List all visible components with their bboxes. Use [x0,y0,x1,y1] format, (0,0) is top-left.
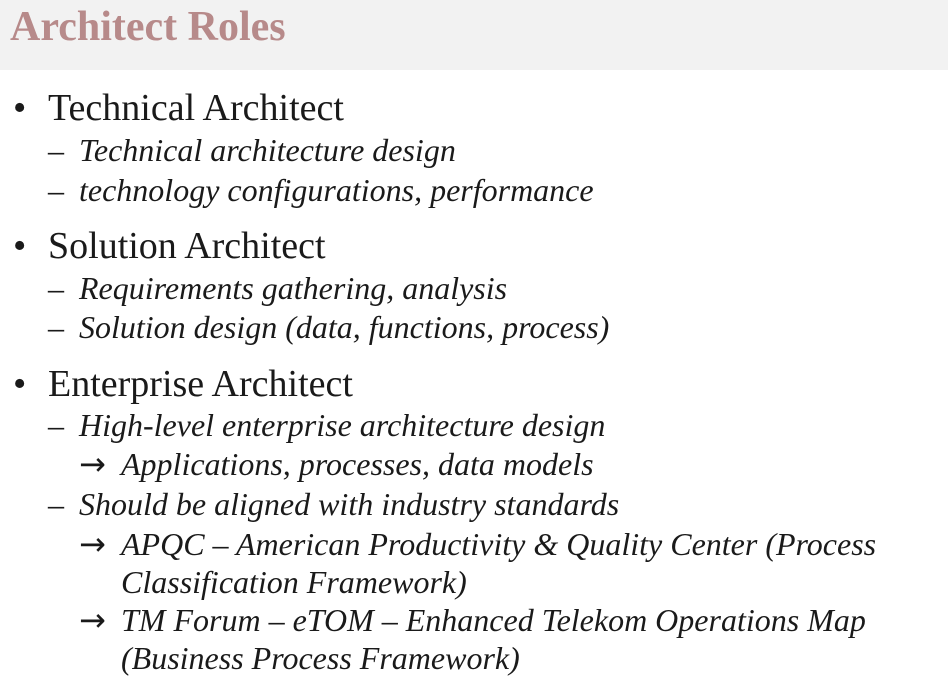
bullet-icon: • [13,362,26,406]
dash-icon: – [48,407,64,443]
dash-icon: – [48,172,64,208]
list-item: Technical architecture design [79,132,456,168]
list-item: Solution design (data, functions, proces… [79,309,609,345]
dash-icon: – [48,309,64,345]
slide-title: Architect Roles [10,3,286,51]
dash-icon: – [48,132,64,168]
list-subitem: Applications, processes, data models [121,446,594,482]
list-item: Should be aligned with industry standard… [79,486,619,522]
heading-technical-architect: Technical Architect [48,86,344,130]
bullet-icon: • [13,224,26,268]
arrow-right-icon: → [79,446,106,482]
list-item: Requirements gathering, analysis [79,270,507,306]
list-subitem-continuation: (Business Process Framework) [121,640,520,676]
list-item: technology configurations, performance [79,172,594,208]
bullet-icon: • [13,86,26,130]
heading-enterprise-architect: Enterprise Architect [48,362,353,406]
arrow-right-icon: → [79,526,106,562]
dash-icon: – [48,270,64,306]
dash-icon: – [48,486,64,522]
list-item: High-level enterprise architecture desig… [79,407,605,443]
arrow-right-icon: → [79,602,106,638]
heading-solution-architect: Solution Architect [48,224,326,268]
list-subitem: TM Forum – eTOM – Enhanced Telekom Opera… [121,602,866,638]
list-subitem-continuation: Classification Framework) [121,564,467,600]
list-subitem: APQC – American Productivity & Quality C… [121,526,876,562]
